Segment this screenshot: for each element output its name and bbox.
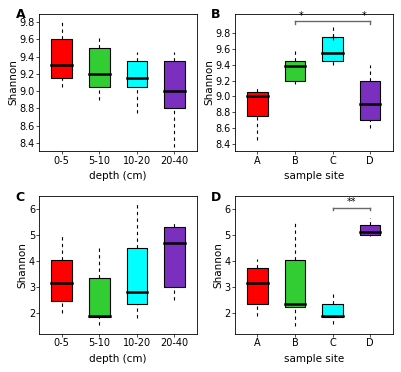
Bar [51, 39, 72, 78]
Text: A: A [16, 8, 25, 21]
Y-axis label: Shannon: Shannon [8, 60, 18, 105]
Text: D: D [211, 190, 221, 203]
X-axis label: depth (cm): depth (cm) [89, 354, 147, 364]
Text: B: B [211, 8, 221, 21]
X-axis label: sample site: sample site [284, 354, 344, 364]
Bar [89, 278, 110, 317]
Text: *: * [362, 11, 367, 21]
Text: *: * [298, 11, 303, 21]
Bar [127, 61, 147, 87]
Text: C: C [16, 190, 25, 203]
X-axis label: depth (cm): depth (cm) [89, 171, 147, 181]
Bar [247, 92, 268, 116]
Y-axis label: Shannon: Shannon [213, 242, 223, 288]
Bar [89, 48, 110, 87]
Bar [164, 61, 185, 108]
Bar [127, 248, 147, 304]
Bar [322, 304, 343, 317]
Text: **: ** [346, 197, 356, 207]
Bar [51, 260, 72, 301]
Bar [360, 80, 381, 120]
Bar [247, 267, 268, 304]
Bar [360, 225, 381, 235]
Y-axis label: Shannon: Shannon [18, 242, 27, 288]
Bar [285, 260, 305, 307]
Bar [322, 37, 343, 61]
Y-axis label: Shannon: Shannon [204, 60, 214, 105]
Bar [285, 61, 305, 80]
X-axis label: sample site: sample site [284, 171, 344, 181]
Bar [164, 227, 185, 287]
